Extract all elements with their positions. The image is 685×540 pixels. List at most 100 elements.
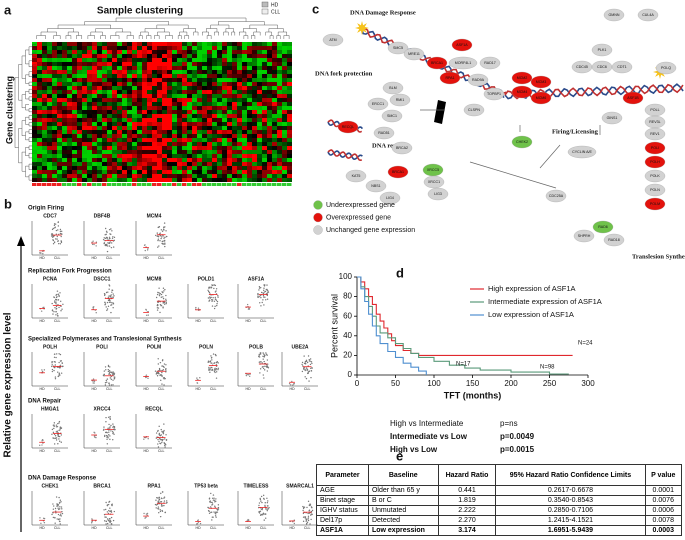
dot [266,365,269,367]
heatmap-cell [242,150,247,154]
dot [161,383,163,385]
sample-annotation [217,183,222,186]
heatmap-cell [57,42,62,46]
dot [215,377,218,379]
sample-annotation [272,183,277,186]
heatmap-cell [132,114,137,118]
heatmap-cell [122,126,127,130]
heatmap-cell [112,150,117,154]
dot [157,246,159,248]
heatmap-cell [177,110,182,114]
dot [143,512,145,515]
dot [301,361,304,364]
heatmap-cell [277,42,282,46]
heatmap-cell [162,78,167,82]
sample-annotation [137,183,142,186]
heatmap-cell [277,170,282,174]
heatmap-cell [237,118,242,122]
heatmap-cell [142,150,147,154]
heatmap-cell [287,114,292,118]
heatmap-cell [187,46,192,50]
heatmap-cell [122,150,127,154]
dot [158,496,160,499]
group-label: HD [144,387,150,391]
heatmap-cell [127,162,132,166]
heatmap-cell [57,154,62,158]
heatmap-cell [162,102,167,106]
heatmap-cell [182,70,187,74]
heatmap-cell [152,62,157,66]
heatmap-cell [92,54,97,58]
heatmap-cell [257,158,262,162]
table-cell: IGHV status [316,505,369,516]
heatmap-cell [217,98,222,102]
heatmap-cell [272,58,277,62]
heatmap-cell [272,118,277,122]
dot [214,353,217,356]
heatmap-cell [277,86,282,90]
heatmap-cell [192,66,197,70]
heatmap-cell [287,110,292,114]
heatmap-cell [137,178,142,182]
annotation: N=24 [578,341,593,347]
heatmap-cell [257,54,262,58]
dendrogram [218,21,265,25]
plot-axis [31,491,68,526]
dot [54,227,56,229]
dot [266,509,268,512]
group-label: HD [40,526,46,530]
axis-label: Gene clustering [4,76,14,144]
heatmap-cell [187,94,192,98]
heatmap-cell [147,46,152,50]
dot [155,507,157,509]
dot [159,434,162,437]
heatmap-cell [247,170,252,174]
heatmap-cell [152,102,157,106]
heatmap-cell [227,134,232,138]
dot [106,438,108,441]
dot [211,503,214,505]
y-tick-label: 20 [343,351,352,360]
heatmap-cell [142,134,147,138]
heatmap-cell [197,134,202,138]
heatmap-cell [152,114,157,118]
heatmap-cell [182,102,187,106]
heatmap-cell [197,62,202,66]
heatmap-cell [237,86,242,90]
heatmap-cell [42,82,47,86]
dot [155,499,157,501]
dot [162,302,164,304]
heatmap-cell [52,142,57,146]
heatmap-cell [222,66,227,70]
heatmap-cell [222,166,227,170]
heatmap-cell [172,150,177,154]
heatmap-cell [242,74,247,78]
heatmap-cell [132,166,137,170]
sample-annotation [52,183,57,186]
heatmap-cell [112,62,117,66]
heatmap-cell [257,58,262,62]
heatmap-cell [192,46,197,50]
heatmap-cell [242,166,247,170]
dot [157,304,159,307]
heatmap-cell [47,134,52,138]
heatmap-cell [77,122,82,126]
sample-annotation [97,183,102,186]
heatmap-cell [107,122,112,126]
dot [156,293,159,296]
heatmap-cell [212,130,217,134]
dot [54,238,57,240]
heatmap-cell [277,78,282,82]
plot-axis [83,284,120,319]
dot [158,372,160,375]
heatmap-cell [157,122,162,126]
heatmap-cell [187,110,192,114]
heatmap-cell [77,54,82,58]
dot [293,383,295,385]
heatmap-cell [242,78,247,82]
heatmap-cell [97,46,102,50]
panel-label: b [4,196,12,211]
heatmap-cell [62,142,67,146]
heatmap-cell [112,54,117,58]
heatmap-cell [277,54,282,58]
